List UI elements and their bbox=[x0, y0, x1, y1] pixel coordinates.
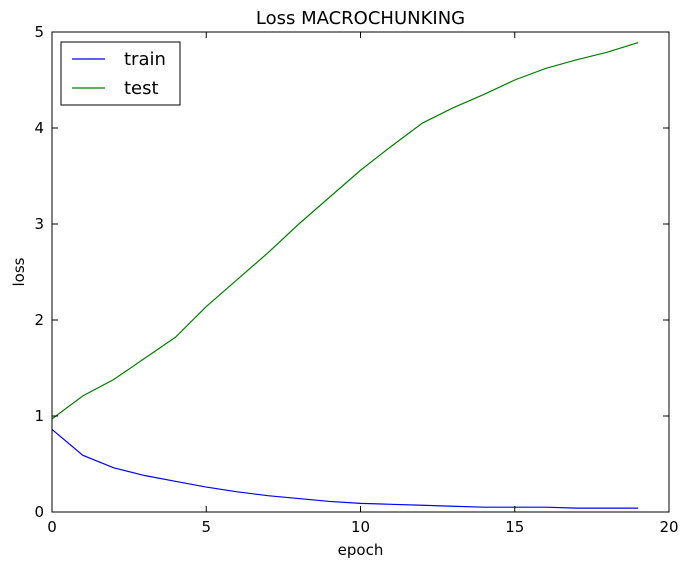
y-tick-label: 5 bbox=[34, 23, 44, 41]
y-tick-label: 4 bbox=[34, 119, 44, 137]
x-tick-label: 5 bbox=[201, 518, 211, 536]
y-tick-label: 1 bbox=[34, 407, 44, 425]
y-tick-label: 3 bbox=[34, 215, 44, 233]
x-tick-label: 0 bbox=[47, 518, 57, 536]
axis-ticks: 0 5 10 15 20 0 1 2 3 4 5 bbox=[34, 23, 678, 536]
x-axis-title: epoch bbox=[338, 541, 384, 559]
legend-label-test: test bbox=[124, 78, 159, 99]
series-line-test bbox=[51, 41, 639, 420]
legend-box bbox=[60, 41, 181, 106]
legend-label-train: train bbox=[124, 49, 166, 70]
x-tick-label: 20 bbox=[659, 518, 678, 536]
x-tick-label: 15 bbox=[505, 518, 524, 536]
x-tick-label: 10 bbox=[351, 518, 370, 536]
chart-title: Loss MACROCHUNKING bbox=[256, 8, 465, 29]
y-tick-label: 0 bbox=[34, 503, 44, 521]
plot-area bbox=[51, 41, 639, 509]
legend: train test bbox=[60, 41, 181, 106]
series-line-train bbox=[51, 428, 639, 509]
y-axis-title: loss bbox=[10, 257, 28, 286]
y-tick-label: 2 bbox=[34, 311, 44, 329]
